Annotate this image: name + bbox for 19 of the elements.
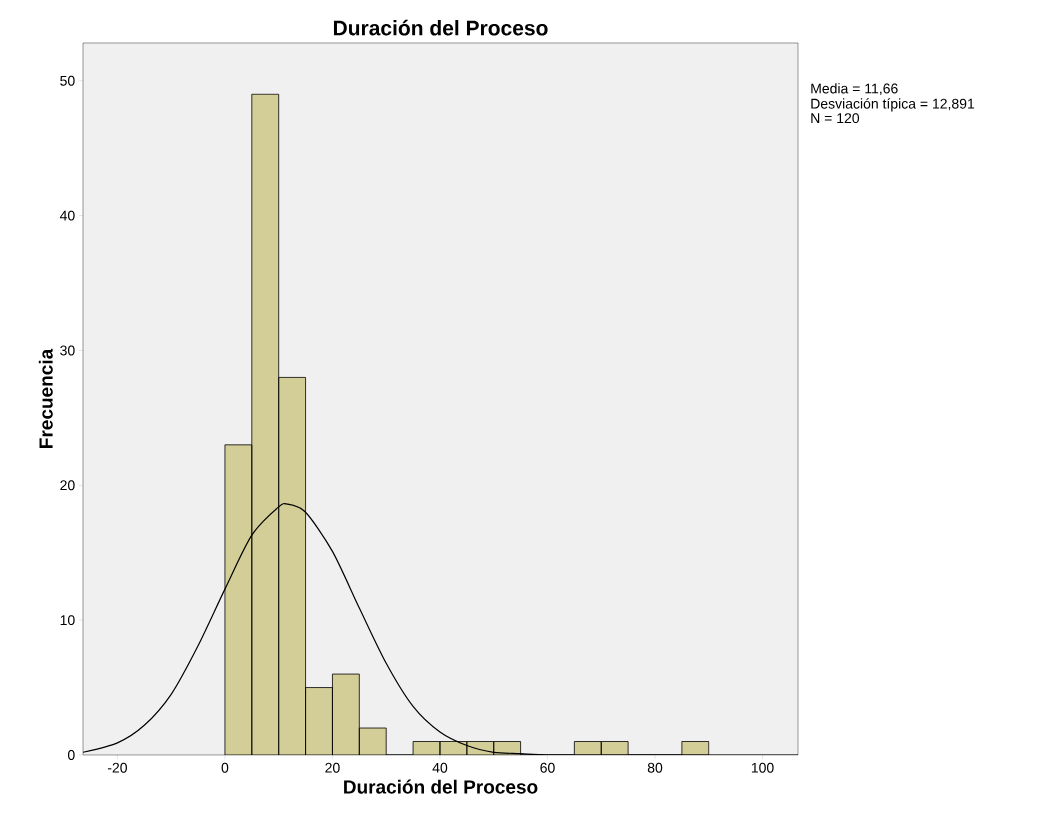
x-axis-title: Duración del Proceso xyxy=(344,779,538,794)
x-tick-label: 100 xyxy=(751,762,774,773)
x-tick-label: 0 xyxy=(221,762,229,773)
y-tick-label: 0 xyxy=(67,750,75,760)
text: Desviación típica = 12,891 xyxy=(811,98,975,112)
x-tick-label: 60 xyxy=(540,762,555,773)
text: N = 120 xyxy=(811,113,860,124)
x-tick-label: -20 xyxy=(107,762,127,773)
y-tick-label: 30 xyxy=(60,345,75,356)
y-tick-label: 20 xyxy=(60,480,75,491)
y-axis-title: Frecuencia xyxy=(38,348,53,448)
x-tick-label: 40 xyxy=(432,762,448,773)
x-tick-label: 20 xyxy=(325,762,340,773)
y-tick-label: 50 xyxy=(60,75,75,86)
chart-title: Duración del Proceso xyxy=(333,19,548,36)
x-tick-label: 80 xyxy=(647,762,663,773)
y-tick-label: 10 xyxy=(60,615,75,626)
text: Media = 11,66 xyxy=(811,83,898,96)
y-tick-label: 40 xyxy=(59,210,75,221)
